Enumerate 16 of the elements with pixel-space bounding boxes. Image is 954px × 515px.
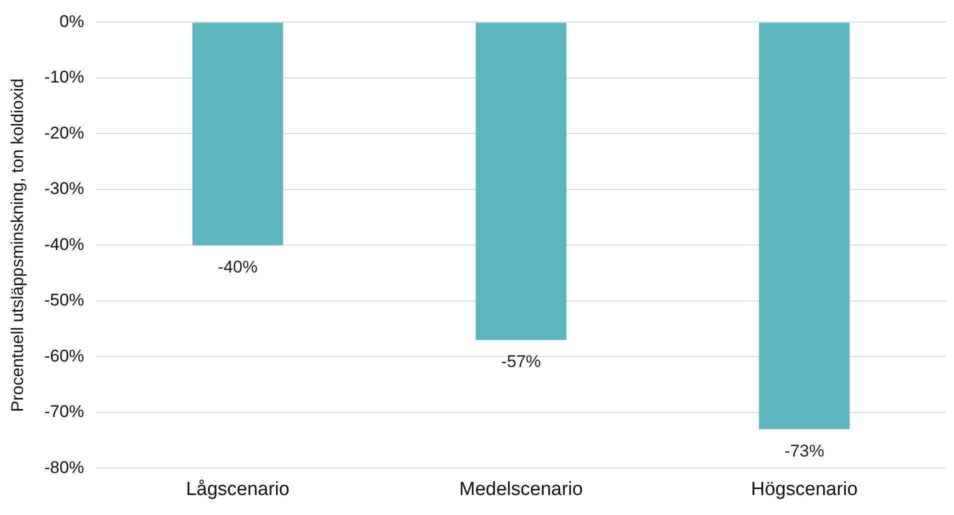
- y-tick-label: -10%: [44, 68, 84, 87]
- y-tick-label: -30%: [44, 179, 84, 198]
- y-tick-label: -20%: [44, 123, 84, 142]
- y-tick-label: -80%: [44, 458, 84, 477]
- x-tick-label: Högscenario: [751, 478, 858, 500]
- y-tick-label: -70%: [44, 402, 84, 422]
- y-tick-label: 0%: [60, 12, 84, 31]
- data-label: -73%: [784, 441, 824, 460]
- y-tick-label: -60%: [44, 346, 84, 366]
- data-label: -57%: [501, 352, 541, 372]
- y-axis-title: Procentuell utsläppsminskning, ton koldioxid: [8, 78, 27, 412]
- data-label: -40%: [218, 257, 258, 276]
- y-tick-label: -40%: [44, 234, 84, 254]
- x-tick-label: Lågscenario: [186, 478, 290, 500]
- y-tick-label: -50%: [44, 290, 84, 310]
- x-tick-label: Medelscenario: [459, 478, 583, 500]
